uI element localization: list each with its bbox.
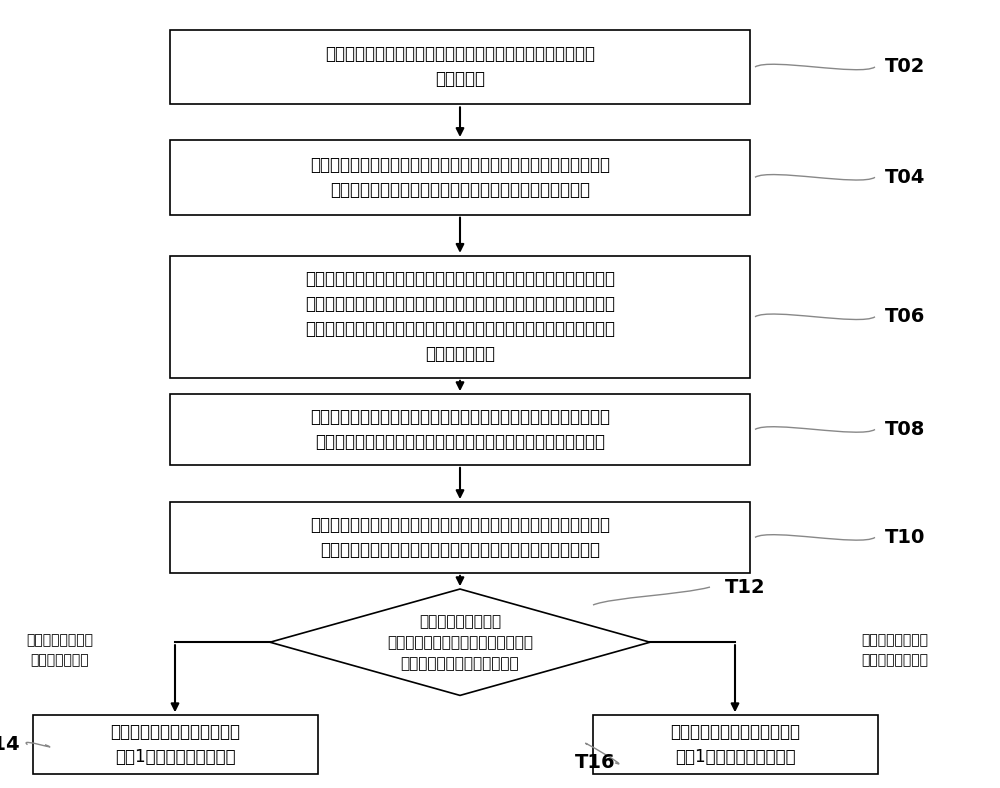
Text: 藉由其他该些电容式料位感测装置的该些参考信号频率值及该些参考探
棒电容值，该被选定电容式料位感测装置的该控制单元分别计算在该被
选定电容式料位感测装置与其他该些: 藉由其他该些电容式料位感测装置的该些参考信号频率值及该些参考探 棒电容值，该被选… [305,270,615,363]
Bar [170,29,750,105]
Bar [170,502,750,573]
Polygon shape [270,589,650,696]
Text: 该被选定电容式料位感测装置的该控制单元取得其他该些电容式料位
感测装置的复数个参考信号频率值及复数个参考探棒电容值: 该被选定电容式料位感测装置的该控制单元取得其他该些电容式料位 感测装置的复数个参… [310,156,610,199]
Bar [170,256,750,378]
Text: 该被选定电容式料位感测装置
以图1所述的校正方法处理: 该被选定电容式料位感测装置 以图1所述的校正方法处理 [110,723,240,766]
Text: 该被选定电容式料位感测装置
以图1所述的校正方法处理: 该被选定电容式料位感测装置 以图1所述的校正方法处理 [670,723,800,766]
Bar [32,716,318,774]
Text: T12: T12 [725,578,766,597]
Text: T16: T16 [575,753,616,772]
Text: T14: T14 [0,735,20,754]
Text: T10: T10 [885,528,925,547]
Text: T06: T06 [885,307,925,326]
Text: T02: T02 [885,58,925,76]
Bar [170,394,750,465]
Text: 该计算结果小于该
比例探棒电容值: 该计算结果小于该 比例探棒电容值 [26,634,94,667]
Text: 该被选定电容式料位感测装置的该控制单元计算该些参考等效电容值
与该被选定电容式料位感测装置的一探棒电容值以得到一计算结果: 该被选定电容式料位感测装置的该控制单元计算该些参考等效电容值 与该被选定电容式料… [310,408,610,451]
Text: 选择该些电容式料位感测装置的其中之一为一被选定电容式料
位感测装置: 选择该些电容式料位感测装置的其中之一为一被选定电容式料 位感测装置 [325,46,595,88]
Text: T08: T08 [885,420,925,439]
Text: 该被选定电容式料位感测装置的该控制单元将该被选定电容式料位感
测装置的该探棒电容值乘以一比例常数以得到一比例探棒电容值: 该被选定电容式料位感测装置的该控制单元将该被选定电容式料位感 测装置的该探棒电容… [310,516,610,559]
Text: T04: T04 [885,168,925,187]
Bar [170,140,750,215]
Text: 该计算结果不小于
该比例探棒电容值: 该计算结果不小于 该比例探棒电容值 [862,634,928,667]
Bar [592,716,878,774]
Text: 该被选定电容式料位
感测装置的该控制单元判断该计算结
果是否小于该比例探棒电容值: 该被选定电容式料位 感测装置的该控制单元判断该计算结 果是否小于该比例探棒电容值 [387,614,533,671]
